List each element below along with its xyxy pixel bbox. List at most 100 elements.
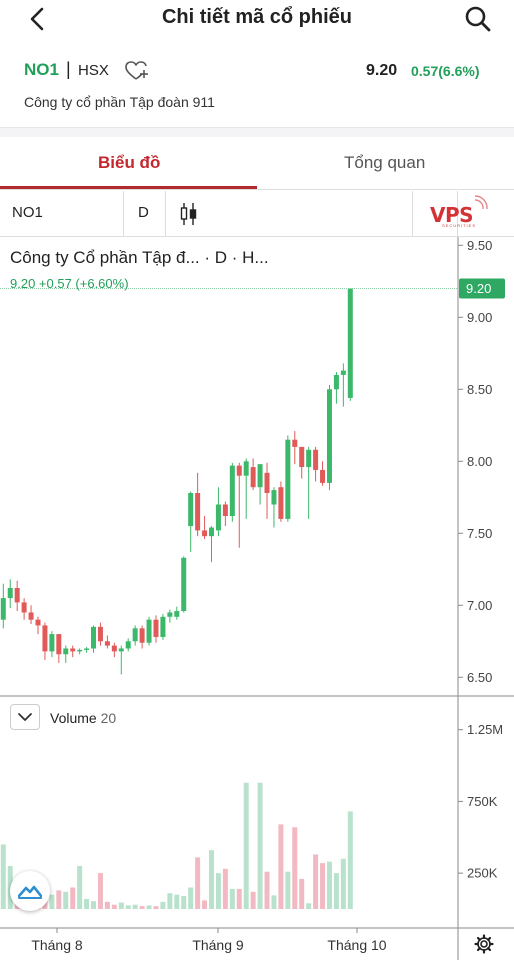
candle-body (63, 648, 69, 655)
volume-bar (160, 901, 166, 909)
candle-body (306, 449, 312, 468)
candle-body (21, 602, 27, 613)
volume-bar (264, 871, 270, 909)
candle-body (326, 389, 332, 483)
volume-indicator-label: Volume 20 (50, 710, 116, 726)
volume-bar (202, 900, 208, 909)
symbol-selector[interactable]: NO1 (0, 191, 124, 237)
mountain-logo-icon (18, 885, 42, 899)
candle-body (125, 641, 131, 649)
candle-body (181, 557, 187, 612)
volume-bar (56, 890, 62, 909)
stock-change: 0.57(6.6%) (411, 63, 480, 79)
interval-selector[interactable]: D (124, 191, 166, 237)
volume-bar (306, 903, 312, 909)
candle-body (195, 492, 201, 531)
volume-bar (209, 850, 214, 909)
volume-bar (174, 894, 180, 909)
volume-bar (132, 904, 138, 909)
candle-body (56, 634, 62, 655)
volume-bar (84, 898, 90, 909)
volume-bar (333, 873, 339, 909)
volume-bar (195, 857, 201, 909)
candle-body (111, 645, 117, 652)
volume-bar (285, 871, 291, 909)
candle-body (313, 449, 319, 470)
price-tick-label: 6.50 (467, 670, 492, 685)
volume-bar (320, 863, 326, 909)
page-title: Chi tiết mã cổ phiếu (161, 6, 353, 28)
chevron-left-icon[interactable] (26, 6, 48, 32)
vps-logo-arc-icon (474, 195, 488, 210)
candle-body (77, 649, 83, 652)
candle-body (167, 612, 173, 617)
candle-body (209, 527, 214, 537)
candle-body (333, 374, 339, 390)
tab-bar: Biểu đồ Tổng quan (0, 137, 514, 190)
candle-body (320, 469, 326, 483)
volume-bar (125, 905, 131, 909)
price-tick-label: 9.50 (467, 238, 492, 253)
candle-body (299, 446, 305, 468)
candle-body (139, 628, 145, 643)
volume-label: Volume (50, 710, 97, 726)
chart-type-selector[interactable] (166, 191, 212, 237)
candle-body (347, 288, 353, 398)
volume-bar (91, 901, 97, 909)
chart-legend-title: Công ty Cổ phần Tập đ... · D · H... (10, 248, 269, 267)
candle-body (236, 465, 242, 476)
volume-bar (153, 906, 159, 909)
volume-bar (278, 824, 284, 909)
chart-legend-values: 9.20 +0.57 (+6.60%) (10, 276, 129, 291)
volume-bar (77, 865, 83, 909)
volume-bar (139, 906, 145, 909)
volume-bar (299, 878, 305, 909)
price-volume-chart[interactable]: 9.50 9.00 8.50 8.00 7.50 7.00 6.50 1.25M 750K 250… (0, 237, 514, 960)
candle-body (84, 648, 90, 650)
volume-bar (257, 782, 263, 909)
volume-bar (167, 893, 173, 909)
candle-body (28, 612, 34, 620)
vps-logo: VPS (430, 203, 474, 227)
volume-bar (97, 873, 103, 909)
search-icon[interactable] (464, 5, 492, 33)
candle-body (104, 641, 110, 646)
active-tab-indicator (0, 186, 257, 189)
volume-bar (146, 905, 152, 909)
stock-symbol: NO1 (24, 60, 59, 79)
volume-bar (340, 858, 346, 909)
candle-body (285, 439, 291, 519)
candle-body (264, 472, 270, 493)
time-axis-label: Tháng 10 (327, 937, 386, 953)
volume-bar (236, 888, 242, 909)
volume-bar (229, 888, 235, 909)
candlestick-icon (180, 203, 197, 225)
symbol-selector-label: NO1 (12, 204, 43, 221)
time-axis-label: Tháng 9 (192, 937, 244, 953)
volume-collapse-button[interactable] (10, 704, 40, 730)
candle-body (146, 619, 152, 643)
candle-body (118, 648, 124, 652)
section-divider (0, 127, 514, 137)
heart-plus-icon[interactable] (124, 60, 150, 82)
candle-body (257, 464, 263, 488)
price-tick-label: 8.00 (467, 454, 492, 469)
tradingview-badge[interactable] (10, 871, 50, 911)
volume-bar (313, 854, 319, 909)
volume-bar (222, 868, 228, 909)
candle-body (174, 611, 180, 617)
candle-body (202, 530, 208, 537)
candle-body (243, 461, 249, 476)
tab-overview[interactable]: Tổng quan (344, 153, 426, 172)
volume-bar (104, 901, 110, 909)
volume-bar (215, 873, 221, 909)
symbol-separator: | (66, 59, 71, 79)
candle-body (278, 487, 284, 519)
candle-body (188, 492, 194, 527)
gear-icon[interactable] (474, 934, 494, 954)
last-price-badge (459, 278, 505, 299)
logo-cell (412, 191, 458, 237)
tab-chart[interactable]: Biểu đồ (98, 153, 161, 172)
candle-body (35, 619, 41, 626)
volume-bar (70, 887, 76, 909)
